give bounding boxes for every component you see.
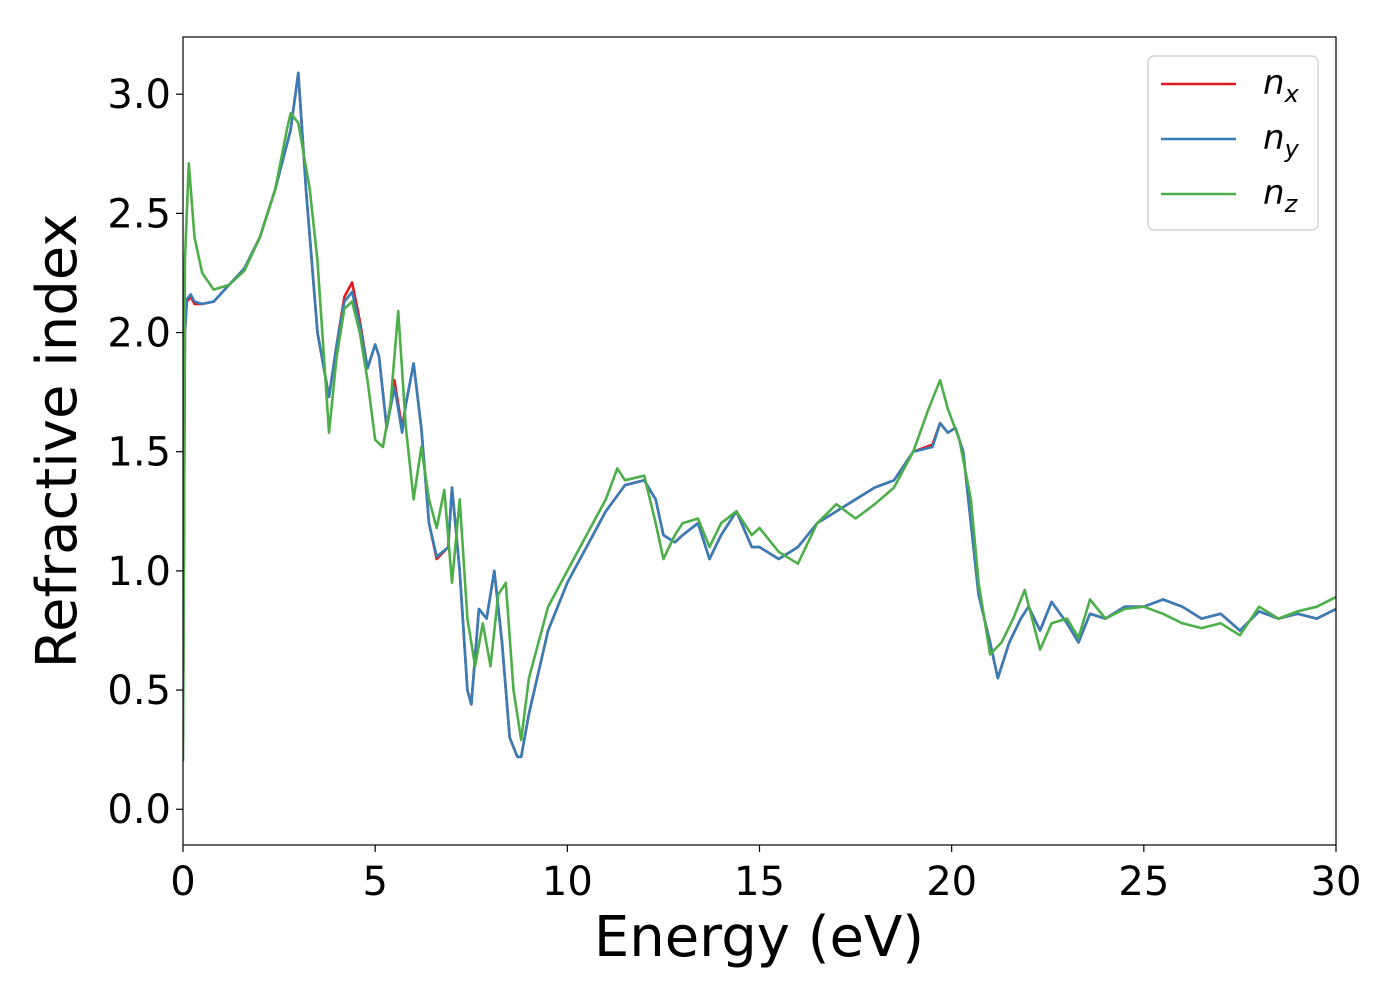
y-axis-label: Refractive index <box>25 214 90 669</box>
legend-label-y: ny <box>1263 118 1300 163</box>
y-tick-label: 2.0 <box>107 311 171 357</box>
y-tick-label: 0.5 <box>107 668 171 714</box>
x-tick-label: 30 <box>1311 859 1362 905</box>
series-line-z <box>183 112 1336 762</box>
y-axis: 0.0 0.5 1.0 1.5 2.0 2.5 3.0 <box>107 72 183 833</box>
x-tick-label: 25 <box>1118 859 1169 905</box>
y-tick-label: 1.0 <box>107 549 171 595</box>
x-tick-label: 10 <box>542 859 593 905</box>
legend: nx ny nz <box>1147 55 1319 231</box>
x-tick-label: 0 <box>170 859 195 905</box>
series-line-y <box>183 71 1336 759</box>
y-tick-label: 0.0 <box>107 787 171 833</box>
y-tick-label: 3.0 <box>107 72 171 118</box>
x-tick-label: 15 <box>734 859 785 905</box>
x-tick-label: 5 <box>362 859 387 905</box>
legend-label-z: nz <box>1263 173 1299 218</box>
legend-box <box>1147 55 1319 231</box>
y-tick-label: 2.5 <box>107 191 171 237</box>
x-axis-label: Energy (eV) <box>594 905 924 970</box>
legend-label-x: nx <box>1263 63 1300 108</box>
x-tick-label: 20 <box>926 859 977 905</box>
x-axis: 0 5 10 15 20 25 30 <box>170 845 1361 905</box>
y-tick-label: 1.5 <box>107 430 171 476</box>
series-layer <box>183 71 1336 762</box>
